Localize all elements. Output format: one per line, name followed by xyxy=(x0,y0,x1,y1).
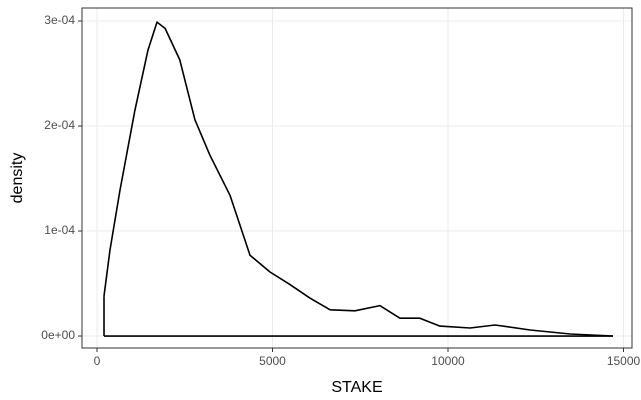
density-outline xyxy=(103,296,613,337)
density-line xyxy=(103,21,614,337)
panel xyxy=(82,8,632,348)
y-tick-label: 1e-04 xyxy=(44,223,75,237)
panel-border xyxy=(81,7,633,349)
x-tick-label: 10000 xyxy=(431,354,465,368)
y-tick-label: 0e+00 xyxy=(41,328,75,342)
y-tick-label: 2e-04 xyxy=(44,118,75,132)
y-axis-title: density xyxy=(9,153,26,204)
x-axis-title: STAKE xyxy=(331,379,382,396)
x-tick-label: 15000 xyxy=(607,354,641,368)
y-tick-label: 3e-04 xyxy=(44,13,75,27)
x-tick-label: 5000 xyxy=(259,354,286,368)
x-tick-label: 0 xyxy=(94,354,101,368)
